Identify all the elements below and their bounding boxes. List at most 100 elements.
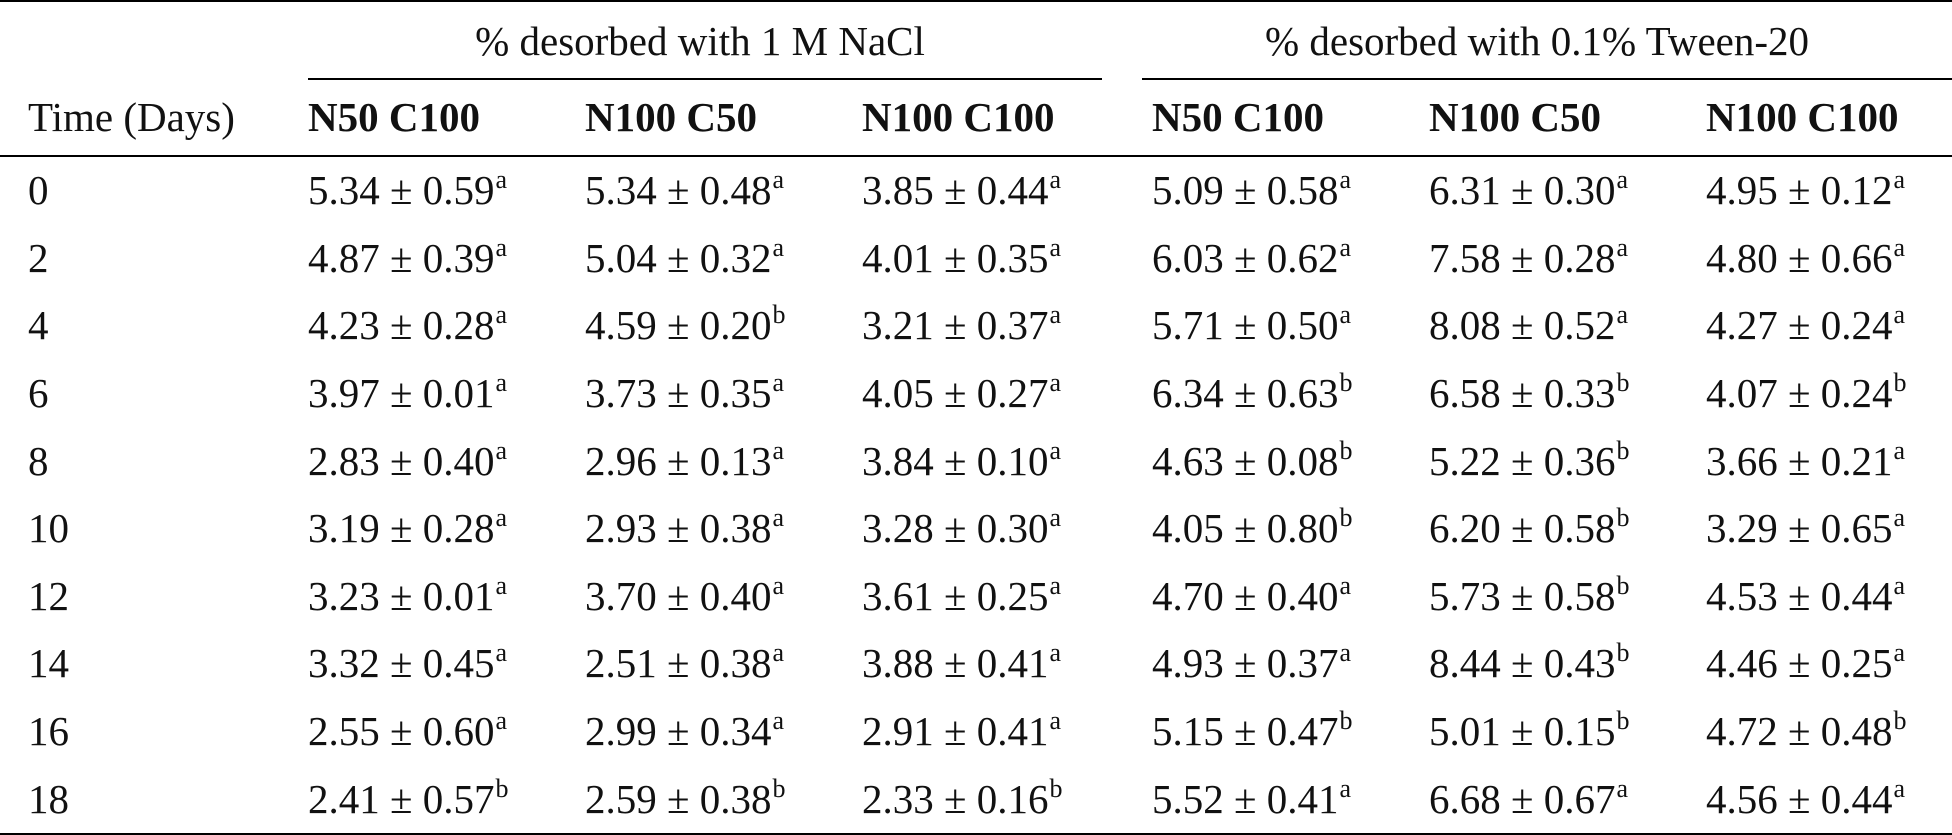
table-row: 2 4.87 ± 0.39a 5.04 ± 0.32a 4.01 ± 0.35a 6.0… bbox=[0, 225, 1952, 293]
significance-letter: b bbox=[1616, 570, 1630, 600]
significance-letter: a bbox=[772, 165, 785, 195]
value-text: 5.73 ± 0.58 bbox=[1429, 572, 1616, 619]
value-text: 6.03 ± 0.62 bbox=[1152, 234, 1339, 281]
value-cell: 4.95 ± 0.12a bbox=[1676, 156, 1952, 225]
significance-letter: a bbox=[772, 570, 785, 600]
significance-letter: b bbox=[772, 773, 786, 803]
value-text: 5.71 ± 0.50 bbox=[1152, 302, 1339, 349]
group-header-tween-underline bbox=[1142, 78, 1952, 80]
significance-letter: a bbox=[1049, 232, 1062, 262]
time-cell: 12 bbox=[28, 572, 69, 619]
value-cell: 6.31 ± 0.30a bbox=[1399, 156, 1676, 225]
value-text: 2.83 ± 0.40 bbox=[308, 437, 495, 484]
value-text: 5.09 ± 0.58 bbox=[1152, 167, 1339, 214]
value-text: 2.96 ± 0.13 bbox=[585, 437, 772, 484]
value-text: 2.93 ± 0.38 bbox=[585, 505, 772, 552]
value-cell: 5.01 ± 0.15b bbox=[1399, 698, 1676, 766]
value-cell: 3.28 ± 0.30a bbox=[832, 495, 1122, 563]
value-cell: 3.70 ± 0.40a bbox=[555, 563, 832, 631]
value-cell: 3.32 ± 0.45a bbox=[278, 630, 555, 698]
value-cell: 5.22 ± 0.36b bbox=[1399, 427, 1676, 495]
significance-letter: b bbox=[1616, 706, 1630, 736]
significance-letter: a bbox=[1893, 503, 1906, 533]
time-cell: 6 bbox=[28, 370, 49, 417]
value-text: 8.08 ± 0.52 bbox=[1429, 302, 1616, 349]
value-cell: 6.58 ± 0.33b bbox=[1399, 360, 1676, 428]
value-cell: 3.84 ± 0.10a bbox=[832, 427, 1122, 495]
table-row: 0 5.34 ± 0.59a 5.34 ± 0.48a 3.85 ± 0.44a 5.0… bbox=[0, 156, 1952, 225]
significance-letter: a bbox=[1049, 706, 1062, 736]
significance-letter: b bbox=[1616, 435, 1630, 465]
significance-letter: a bbox=[1049, 638, 1062, 668]
significance-letter: b bbox=[1339, 368, 1353, 398]
table-row: 18 2.41 ± 0.57b 2.59 ± 0.38b 2.33 ± 0.16b 5.… bbox=[0, 765, 1952, 835]
value-text: 5.34 ± 0.59 bbox=[308, 167, 495, 214]
column-header-nacl-n100c100: N100 C100 bbox=[832, 80, 1122, 157]
value-text: 2.51 ± 0.38 bbox=[585, 640, 772, 687]
value-text: 4.56 ± 0.44 bbox=[1706, 775, 1893, 822]
value-cell: 5.34 ± 0.48a bbox=[555, 156, 832, 225]
value-cell: 3.61 ± 0.25a bbox=[832, 563, 1122, 631]
significance-letter: a bbox=[772, 503, 785, 533]
significance-letter: b bbox=[772, 300, 786, 330]
value-text: 6.68 ± 0.67 bbox=[1429, 775, 1616, 822]
time-cell: 14 bbox=[28, 640, 69, 687]
value-text: 4.72 ± 0.48 bbox=[1706, 708, 1893, 755]
value-cell: 4.53 ± 0.44a bbox=[1676, 563, 1952, 631]
significance-letter: a bbox=[495, 368, 508, 398]
value-text: 4.53 ± 0.44 bbox=[1706, 572, 1893, 619]
value-text: 3.73 ± 0.35 bbox=[585, 370, 772, 417]
column-header-tween-n50c100: N50 C100 bbox=[1122, 80, 1399, 157]
significance-letter: a bbox=[1893, 435, 1906, 465]
value-text: 3.61 ± 0.25 bbox=[862, 572, 1049, 619]
significance-letter: b bbox=[1339, 706, 1353, 736]
significance-letter: a bbox=[1049, 570, 1062, 600]
value-cell: 5.15 ± 0.47b bbox=[1122, 698, 1399, 766]
time-cell: 8 bbox=[28, 437, 49, 484]
time-cell: 10 bbox=[28, 505, 69, 552]
value-text: 4.27 ± 0.24 bbox=[1706, 302, 1893, 349]
value-cell: 4.01 ± 0.35a bbox=[832, 225, 1122, 293]
value-cell: 2.99 ± 0.34a bbox=[555, 698, 832, 766]
significance-letter: a bbox=[495, 435, 508, 465]
value-cell: 6.34 ± 0.63b bbox=[1122, 360, 1399, 428]
value-cell: 3.73 ± 0.35a bbox=[555, 360, 832, 428]
value-text: 2.41 ± 0.57 bbox=[308, 775, 495, 822]
value-text: 7.58 ± 0.28 bbox=[1429, 234, 1616, 281]
value-cell: 3.88 ± 0.41a bbox=[832, 630, 1122, 698]
value-text: 6.58 ± 0.33 bbox=[1429, 370, 1616, 417]
significance-letter: b bbox=[1893, 368, 1907, 398]
value-cell: 6.20 ± 0.58b bbox=[1399, 495, 1676, 563]
significance-letter: b bbox=[1616, 368, 1630, 398]
value-cell: 5.73 ± 0.58b bbox=[1399, 563, 1676, 631]
significance-letter: a bbox=[1616, 165, 1629, 195]
column-header-tween-n100c100: N100 C100 bbox=[1676, 80, 1952, 157]
column-header-nacl-n50c100: N50 C100 bbox=[278, 80, 555, 157]
significance-letter: a bbox=[772, 232, 785, 262]
value-cell: 5.09 ± 0.58a bbox=[1122, 156, 1399, 225]
significance-letter: a bbox=[1616, 300, 1629, 330]
column-header-nacl-n100c50: N100 C50 bbox=[555, 80, 832, 157]
table-row: 4 4.23 ± 0.28a 4.59 ± 0.20b 3.21 ± 0.37a 5.7… bbox=[0, 292, 1952, 360]
significance-letter: a bbox=[1049, 435, 1062, 465]
value-text: 6.34 ± 0.63 bbox=[1152, 370, 1339, 417]
value-text: 3.21 ± 0.37 bbox=[862, 302, 1049, 349]
significance-letter: a bbox=[1893, 165, 1906, 195]
value-text: 3.66 ± 0.21 bbox=[1706, 437, 1893, 484]
time-cell: 18 bbox=[0, 765, 278, 835]
value-cell: 4.05 ± 0.27a bbox=[832, 360, 1122, 428]
value-text: 2.33 ± 0.16 bbox=[862, 775, 1049, 822]
value-text: 4.87 ± 0.39 bbox=[308, 234, 495, 281]
table-row: 10 3.19 ± 0.28a 2.93 ± 0.38a 3.28 ± 0.30a 4.… bbox=[0, 495, 1952, 563]
value-cell: 5.04 ± 0.32a bbox=[555, 225, 832, 293]
value-text: 4.93 ± 0.37 bbox=[1152, 640, 1339, 687]
value-cell: 4.87 ± 0.39a bbox=[278, 225, 555, 293]
significance-letter: a bbox=[495, 165, 508, 195]
value-cell: 6.03 ± 0.62a bbox=[1122, 225, 1399, 293]
value-cell: 8.44 ± 0.43b bbox=[1399, 630, 1676, 698]
group-header-nacl-underline bbox=[308, 78, 1102, 80]
value-text: 3.28 ± 0.30 bbox=[862, 505, 1049, 552]
significance-letter: a bbox=[1616, 773, 1629, 803]
value-text: 2.99 ± 0.34 bbox=[585, 708, 772, 755]
value-cell: 2.33 ± 0.16b bbox=[832, 765, 1122, 835]
